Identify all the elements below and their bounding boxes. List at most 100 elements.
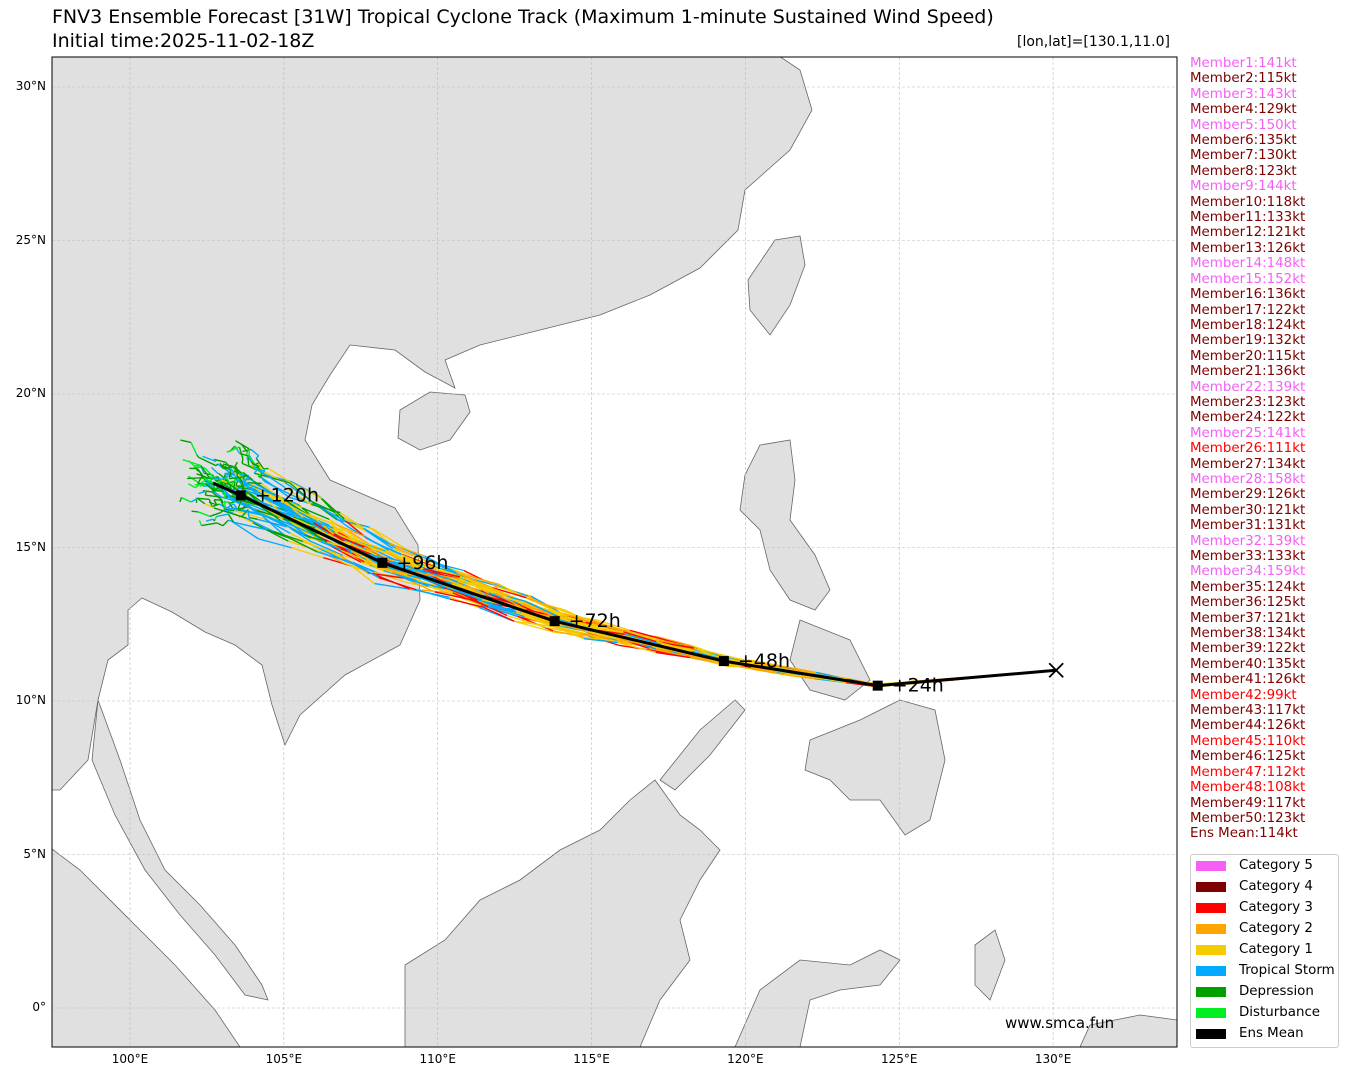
legend-swatch [1196,1028,1226,1039]
member-track-segment [247,483,283,501]
member-track-segment [268,467,292,484]
member-track-segment [373,528,401,546]
member-track-segment [210,466,219,475]
member-track-segment [222,463,234,467]
legend-label: Category 5 [1239,858,1313,873]
member-track-segment [235,466,239,479]
member-track-segment [333,533,365,548]
member-track-segment [467,575,501,586]
member-track-segment [787,667,817,674]
member-track-segment [619,639,655,647]
member-track-segment [233,487,243,491]
member-track-segment [263,467,269,470]
member-track-segment [525,597,558,610]
member-track-segment [204,503,215,509]
member-track-segment [215,463,219,467]
member-track-segment [248,516,258,520]
member-intensity-item: Member24:122kt [1190,410,1306,426]
legend-item: Depression [1191,981,1338,1002]
member-track-segment [348,544,372,555]
member-track-segment [360,561,384,572]
member-track-segment [617,641,656,654]
member-track-segment [224,496,257,512]
legend-item: Category 1 [1191,939,1338,960]
member-track-segment [188,460,195,467]
member-intensity-item: Member43:117kt [1190,703,1306,719]
forecast-hour-marker [549,616,560,627]
sumatra [52,848,241,1047]
member-track-segment [584,630,620,641]
member-track-segment [655,651,691,659]
member-track-segment [202,455,217,463]
ens-mean-track: +24h +48h +72h +96h +120h [212,481,1064,697]
legend-swatch [1196,923,1226,934]
member-intensity-item: Member29:126kt [1190,487,1306,503]
member-track-segment [786,668,818,676]
member-track-segment [400,554,428,566]
member-intensity-item: Member34:159kt [1190,564,1306,580]
member-track-segment [233,472,261,490]
member-intensity-item: Member22:139kt [1190,379,1306,395]
luzon [739,439,831,611]
legend-swatch [1196,860,1226,871]
member-track-segment [310,540,343,556]
member-track-segment [492,586,527,599]
member-track-segment [198,490,207,495]
new-guinea [1079,1014,1177,1047]
member-track-segment [251,462,260,468]
taiwan [747,235,806,336]
member-track-segment [351,565,375,585]
member-track-segment [459,576,491,589]
figure-subtitle: Initial time:2025-11-02-18Z [52,30,315,52]
member-track-segment [392,547,423,560]
forecast-hour-marker [377,557,388,568]
member-track-segment [424,555,457,574]
member-track-segment [393,560,427,575]
legend-swatch [1196,986,1226,997]
legend-swatch [1196,965,1226,976]
member-track-segment [197,511,211,517]
member-track-segment [553,612,587,623]
member-track-segment [211,503,220,508]
member-track-segment [349,561,380,579]
forecast-hour-marker [718,656,729,667]
member-track-segment [513,620,555,633]
member-track-segment [243,478,252,481]
member-track-segment [415,588,451,600]
member-track-segment [627,630,660,641]
member-track-segment [696,648,730,658]
member-track-segment [196,454,200,458]
malay-peninsula [91,699,269,1001]
member-track-segment [305,518,329,535]
member-track-segment [360,542,388,554]
member-track-segment [449,598,484,608]
member-track-segment [201,522,218,527]
legend-item: Disturbance [1191,1002,1338,1023]
member-intensity-item: Member35:124kt [1190,579,1306,595]
member-intensity-item: Member21:136kt [1190,364,1306,380]
member-track-segment [444,577,482,597]
member-track-segment [313,522,345,543]
member-intensity-item: Member4:129kt [1190,102,1297,118]
member-intensity-item: Member11:133kt [1190,210,1306,226]
member-track-segment [230,520,259,540]
member-track-segment [226,446,240,453]
member-track-segment [288,482,314,503]
member-intensity-item: Member7:130kt [1190,148,1297,164]
figure-title: FNV3 Ensemble Forecast [31W] Tropical Cy… [52,6,994,28]
member-track-segment [363,527,391,545]
member-track-segment [260,476,266,483]
member-intensity-item: Member40:135kt [1190,656,1306,672]
member-track-segment [368,526,391,545]
borneo [404,779,721,1047]
member-track-segment [223,491,226,499]
member-track-segment [209,512,221,517]
y-tick-label: 30°N [15,79,46,93]
member-track-segment [327,543,362,563]
member-intensity-item: Member26:111kt [1190,441,1306,457]
member-track-segment [222,501,229,504]
member-track-segment [261,501,295,516]
legend-label: Category 4 [1239,879,1313,894]
